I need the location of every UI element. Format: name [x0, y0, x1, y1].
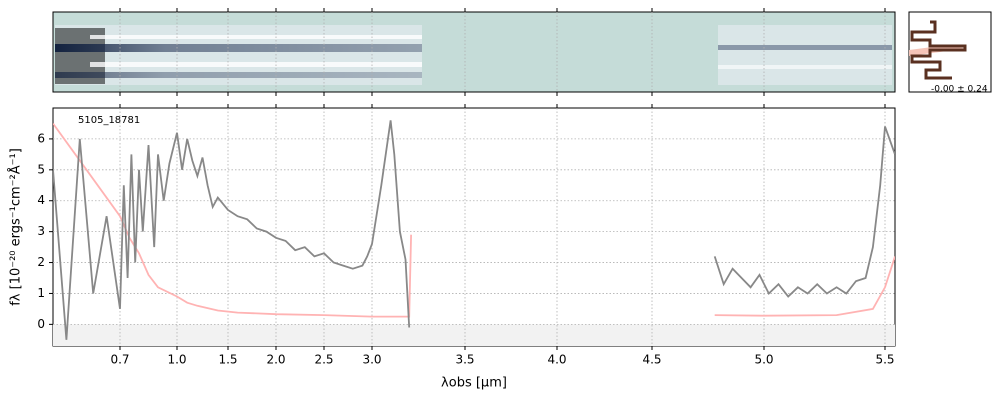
series-line [713, 126, 895, 298]
x-tick-label: 1.0 [167, 353, 186, 367]
top-frame [52, 11, 896, 93]
negative-band [53, 324, 895, 346]
x-tick-label: 0.7 [110, 353, 129, 367]
y-tick-label: 0 [37, 317, 45, 331]
annotation: 5105_18781 [78, 115, 140, 126]
y-tick-label: 1 [37, 286, 45, 300]
y-tick-label: 5 [37, 162, 45, 176]
spectrum-2d [53, 12, 895, 92]
y-axis-label: fλ [10⁻²⁰ ergs⁻¹cm⁻²Å⁻¹] [8, 148, 24, 306]
y-tick-label: 4 [37, 193, 45, 207]
x-tick-label: 5.5 [875, 353, 894, 367]
x-tick-label: 3.5 [455, 353, 474, 367]
y-tick-label: 3 [37, 224, 45, 238]
y-tick-label: 6 [37, 131, 45, 145]
series-line [714, 256, 895, 317]
x-tick-label: 4.5 [642, 353, 661, 367]
x-tick-label: 5.0 [754, 353, 773, 367]
x-tick-label: 3.0 [362, 353, 381, 367]
x-tick-label: 1.5 [218, 353, 237, 367]
series-line [53, 120, 411, 340]
x-axis-label: λobs [μm] [441, 376, 507, 391]
profile-panel: -0.00 ± 0.24 [908, 11, 992, 95]
y-tick-label: 2 [37, 255, 45, 269]
x-tick-label: 4.0 [547, 353, 566, 367]
x-tick-label: 2.0 [266, 353, 285, 367]
profile-label: -0.00 ± 0.24 [931, 85, 988, 95]
x-tick-label: 2.5 [314, 353, 333, 367]
